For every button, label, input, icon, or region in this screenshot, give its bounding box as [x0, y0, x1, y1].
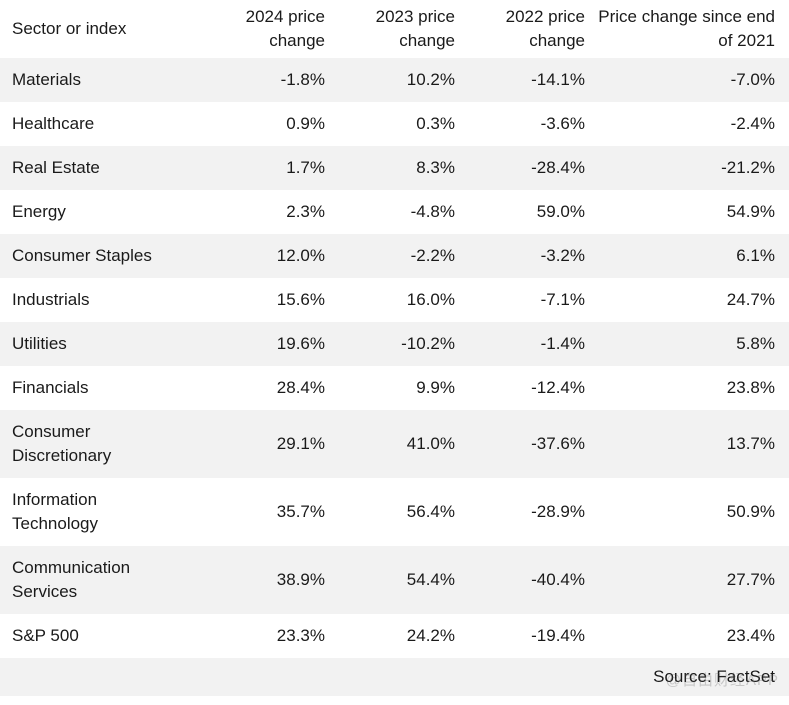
table-row: Communication Services 38.9% 54.4% -40.4% 27…	[0, 546, 789, 614]
value-cell: -14.1%	[531, 70, 585, 89]
column-header: 2024 price change	[215, 0, 325, 58]
value-cell: -37.6%	[531, 434, 585, 453]
value-cell: 15.6%	[276, 290, 325, 309]
table-row: Information Technology 35.7% 56.4% -28.9% 50…	[0, 478, 789, 546]
value-cell: 0.9%	[286, 114, 325, 133]
value-cell: 19.6%	[276, 334, 325, 353]
value-cell: 29.1%	[276, 434, 325, 453]
table-row: Energy 2.3% -4.8% 59.0% 54.9%	[0, 190, 789, 234]
table-body: Materials -1.8% 10.2% -14.1% -7.0% Healthcare…	[0, 58, 789, 658]
source-bar: Source: FactSet	[0, 658, 789, 696]
value-cell: 35.7%	[276, 502, 325, 521]
value-cell: 27.7%	[726, 570, 775, 589]
table-row: Consumer Staples 12.0% -2.2% -3.2% 6.1%	[0, 234, 789, 278]
sector-cell: Financials	[12, 378, 89, 397]
sector-cell: Information Technology	[12, 490, 99, 533]
table-row: Healthcare 0.9% 0.3% -3.6% -2.4%	[0, 102, 789, 146]
value-cell: 2.3%	[286, 202, 325, 221]
header-row: Sector or index 2024 price change 2023 pri…	[0, 0, 789, 58]
value-cell: 24.7%	[726, 290, 775, 309]
value-cell: 54.4%	[406, 570, 455, 589]
value-cell: 23.8%	[726, 378, 775, 397]
column-header: 2022 price change	[455, 0, 585, 58]
column-header: Price change since end of 2021	[585, 0, 789, 58]
value-cell: -2.4%	[730, 114, 775, 133]
value-cell: 59.0%	[536, 202, 585, 221]
table-row: Utilities 19.6% -10.2% -1.4% 5.8%	[0, 322, 789, 366]
value-cell: 12.0%	[276, 246, 325, 265]
value-cell: 38.9%	[276, 570, 325, 589]
table-header: Sector or index 2024 price change 2023 pri…	[0, 0, 789, 58]
value-cell: -7.0%	[730, 70, 775, 89]
sector-cell: Real Estate	[12, 158, 100, 177]
value-cell: 16.0%	[406, 290, 455, 309]
sector-cell: Materials	[12, 70, 81, 89]
sector-cell: Consumer Discretionary	[12, 422, 112, 465]
sector-cell: Energy	[12, 202, 66, 221]
value-cell: 28.4%	[276, 378, 325, 397]
sector-cell: Utilities	[12, 334, 67, 353]
value-cell: 5.8%	[736, 334, 775, 353]
value-cell: 10.2%	[406, 70, 455, 89]
value-cell: -12.4%	[531, 378, 585, 397]
value-cell: -3.6%	[540, 114, 585, 133]
value-cell: 41.0%	[406, 434, 455, 453]
table-row: Financials 28.4% 9.9% -12.4% 23.8%	[0, 366, 789, 410]
value-cell: -4.8%	[410, 202, 455, 221]
sector-cell: Healthcare	[12, 114, 95, 133]
value-cell: 23.3%	[276, 626, 325, 645]
value-cell: 8.3%	[416, 158, 455, 177]
value-cell: -1.4%	[540, 334, 585, 353]
table-row: S&P 500 23.3% 24.2% -19.4% 23.4%	[0, 614, 789, 658]
column-header: 2023 price change	[325, 0, 455, 58]
value-cell: -10.2%	[401, 334, 455, 353]
value-cell: -2.2%	[410, 246, 455, 265]
sector-cell: Industrials	[12, 290, 90, 309]
value-cell: -1.8%	[280, 70, 325, 89]
value-cell: -19.4%	[531, 626, 585, 645]
table-row: Consumer Discretionary 29.1% 41.0% -37.6% 13…	[0, 410, 789, 478]
value-cell: 0.3%	[416, 114, 455, 133]
value-cell: 9.9%	[416, 378, 455, 397]
sector-cell: Communication Services	[12, 558, 131, 601]
sector-cell: Consumer Staples	[12, 246, 152, 265]
value-cell: -28.4%	[531, 158, 585, 177]
sector-cell: S&P 500	[12, 626, 79, 645]
table-row: Industrials 15.6% 16.0% -7.1% 24.7%	[0, 278, 789, 322]
value-cell: 50.9%	[726, 502, 775, 521]
table-row: Materials -1.8% 10.2% -14.1% -7.0%	[0, 58, 789, 102]
value-cell: -21.2%	[721, 158, 775, 177]
value-cell: 13.7%	[726, 434, 775, 453]
value-cell: 6.1%	[736, 246, 775, 265]
data-table: Sector or index 2024 price change 2023 pri…	[0, 0, 789, 658]
value-cell: 1.7%	[286, 158, 325, 177]
source-label: Source: FactSet	[653, 667, 775, 686]
value-cell: -40.4%	[531, 570, 585, 589]
table-row: Real Estate 1.7% 8.3% -28.4% -21.2%	[0, 146, 789, 190]
value-cell: -28.9%	[531, 502, 585, 521]
value-cell: 24.2%	[406, 626, 455, 645]
value-cell: -7.1%	[540, 290, 585, 309]
value-cell: 56.4%	[406, 502, 455, 521]
value-cell: -3.2%	[540, 246, 585, 265]
value-cell: 23.4%	[726, 626, 775, 645]
column-header: Sector or index	[0, 0, 215, 58]
value-cell: 54.9%	[726, 202, 775, 221]
